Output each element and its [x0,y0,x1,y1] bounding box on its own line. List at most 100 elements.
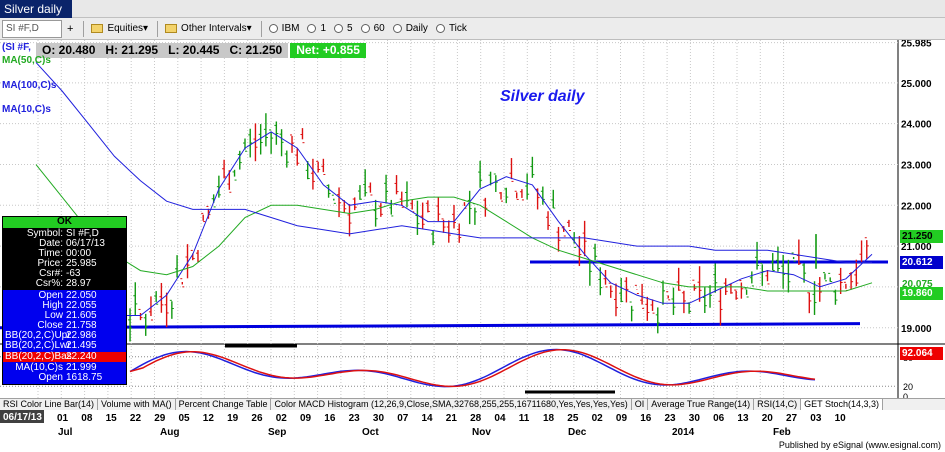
net-change: Net: +0.855 [290,43,366,58]
data-window-row: BB(20,2,C)Upr 22.986 [5,330,97,341]
study-tab[interactable]: Volume with MA() [98,399,176,410]
support-line [0,322,861,330]
date-tick-label: 13 [737,413,749,424]
study-tabs: RSI Color Line Bar(14) Volume with MA() Pe… [0,398,945,410]
start-date-box [0,410,44,423]
data-window[interactable]: OK Symbol: SI #F,D Date: 06/17/13 Time: 00:00… [2,216,127,385]
y-tick-label: 25.000 [901,79,932,90]
date-axis: 06/17/13 01 08 15 22 29 05 12 19 26 02 09 16 23 30 07 14… [0,410,945,440]
divider [83,20,85,37]
y-tick-label: 21.000 [901,242,932,253]
toolbar-1[interactable]: 1 [304,20,329,38]
date-tick-label: 10 [835,413,847,424]
price-box: 19.860 [900,286,943,300]
data-window-values: Open 22.050 High 22.055 Low 21.605 Close 21.758… [3,290,126,352]
month-label: Jul [58,427,73,438]
date-tick-label: 27 [786,413,798,424]
price-box: 20.612 [900,255,943,269]
add-button[interactable]: + [64,20,77,38]
ohlc-bar: O: 20.480 H: 21.295 L: 20.445 C: 21.250 … [36,43,366,58]
data-window-row: Time: 00:00 [38,248,92,259]
data-window-ok[interactable]: OK [3,217,126,228]
symbol-label: (SI #F, [2,42,31,53]
date-tick-label: 30 [373,413,385,424]
data-window-info: Symbol: SI #F,D Date: 06/17/13 Time: 00:00 Pri… [3,228,126,290]
data-window-row: Csr%: 28.97 [35,278,92,289]
study-tab[interactable]: Percent Change Table [176,399,272,410]
ma50-label[interactable]: MA(50,C)s [2,55,51,66]
study-tab[interactable]: OI [632,399,649,410]
toolbar-equities[interactable]: Equities ▾ [88,20,151,38]
chart-background [0,40,945,412]
price-box: 21.250 [900,229,943,243]
date-tick-label: 14 [422,413,434,424]
folder-icon [165,24,178,33]
ma100-label[interactable]: MA(100,C)s [2,80,57,91]
y-tick-label: 22.000 [901,201,932,212]
date-axis-svg: 06/17/13 01 08 15 22 29 05 12 19 26 02 09 16 23 30 07 14… [0,410,847,438]
toolbar: SI #F,D + Equities ▾ Other Intervals ▾ IBM… [0,18,945,40]
date-tick-label: 02 [276,413,288,424]
month-label: Feb [773,427,791,438]
data-window-row: Symbol: SI #F,D [26,228,99,239]
data-window-row: Low 21.605 [44,310,97,321]
published-by: Published by eSignal (www.esignal.com) [778,440,941,450]
data-window-row: MA(10,C)s 21.999 [15,362,97,373]
radio-icon [334,24,344,33]
month-label: Oct [362,427,379,438]
toolbar-items: Equities ▾ Other Intervals ▾ IBM 1 5 60 Daily T… [88,20,471,38]
chevron-down-icon: ▾ [246,23,252,34]
data-window-row: Open 1618.75 [38,372,103,383]
stoch-d-line [129,348,816,388]
toolbar-tick[interactable]: Tick [433,20,470,38]
date-tick-label: 21 [446,413,458,424]
study-tab[interactable]: RSI Color Line Bar(14) [0,399,99,410]
month-label: Dec [568,427,587,438]
y-tick-label: 23.000 [901,160,932,171]
toolbar-5[interactable]: 5 [331,20,356,38]
radio-icon [435,24,445,33]
study-tab[interactable]: RSI(14,C) [754,399,802,410]
date-tick-label: 06 [713,413,725,424]
date-tick-label: 22 [130,413,142,424]
high-value: H: 21.295 [105,43,159,57]
data-window-row: Close 21.758 [37,320,97,331]
radio-icon [392,24,402,33]
chevron-down-icon: ▾ [143,23,149,34]
date-tick-label: 15 [106,413,118,424]
window-title[interactable]: Silver daily [0,0,73,18]
data-window-row: Price: 25.985 [37,258,97,269]
date-tick-label: 04 [494,413,506,424]
month-label: Sep [268,427,286,438]
y-tick-label: 25.985 [901,40,932,50]
month-label: Nov [472,427,491,438]
price-chart[interactable]: 25.98525.00024.00023.00022.00021.00020.0… [0,39,945,412]
stoch-k-line [129,348,816,388]
data-window-row: Date: 06/17/13 [39,238,105,249]
data-window-row: BB(20,2,C)Lwr 21.495 [5,340,97,351]
data-window-tail: MA(10,C)s 21.999 Open 1618.75 [3,362,126,384]
symbol-box[interactable]: SI #F,D [2,19,62,38]
study-tab[interactable]: Color MACD Histogram (12,26,9,Close,SMA,… [271,399,632,410]
toolbar-ibm[interactable]: IBM [266,20,303,38]
ma-line-1 [35,164,873,292]
date-tick-label: 28 [470,413,482,424]
ohlc-values: O: 20.480 H: 21.295 L: 20.445 C: 21.250 [36,43,289,58]
date-tick-label: 01 [57,413,69,424]
study-tab[interactable]: GET Stoch(14,3,3) [801,399,884,410]
ma10-label[interactable]: MA(10,C)s [2,104,51,115]
date-tick-label: 25 [567,413,579,424]
toolbar-other-intervals[interactable]: Other Intervals ▾ [162,20,255,38]
radio-icon [268,24,278,33]
date-tick-label: 11 [519,413,530,424]
month-label: 2014 [672,427,695,438]
toolbar-daily[interactable]: Daily [390,20,431,38]
chart-svg: 25.98525.00024.00023.00022.00021.00020.0… [0,39,945,412]
date-tick-label: 19 [227,413,239,424]
toolbar-60[interactable]: 60 [358,20,388,38]
date-tick-label: 08 [81,413,93,424]
study-tab[interactable]: Average True Range(14) [648,399,755,410]
date-tick-label: 29 [154,413,166,424]
data-window-row: High 22.055 [42,300,97,311]
